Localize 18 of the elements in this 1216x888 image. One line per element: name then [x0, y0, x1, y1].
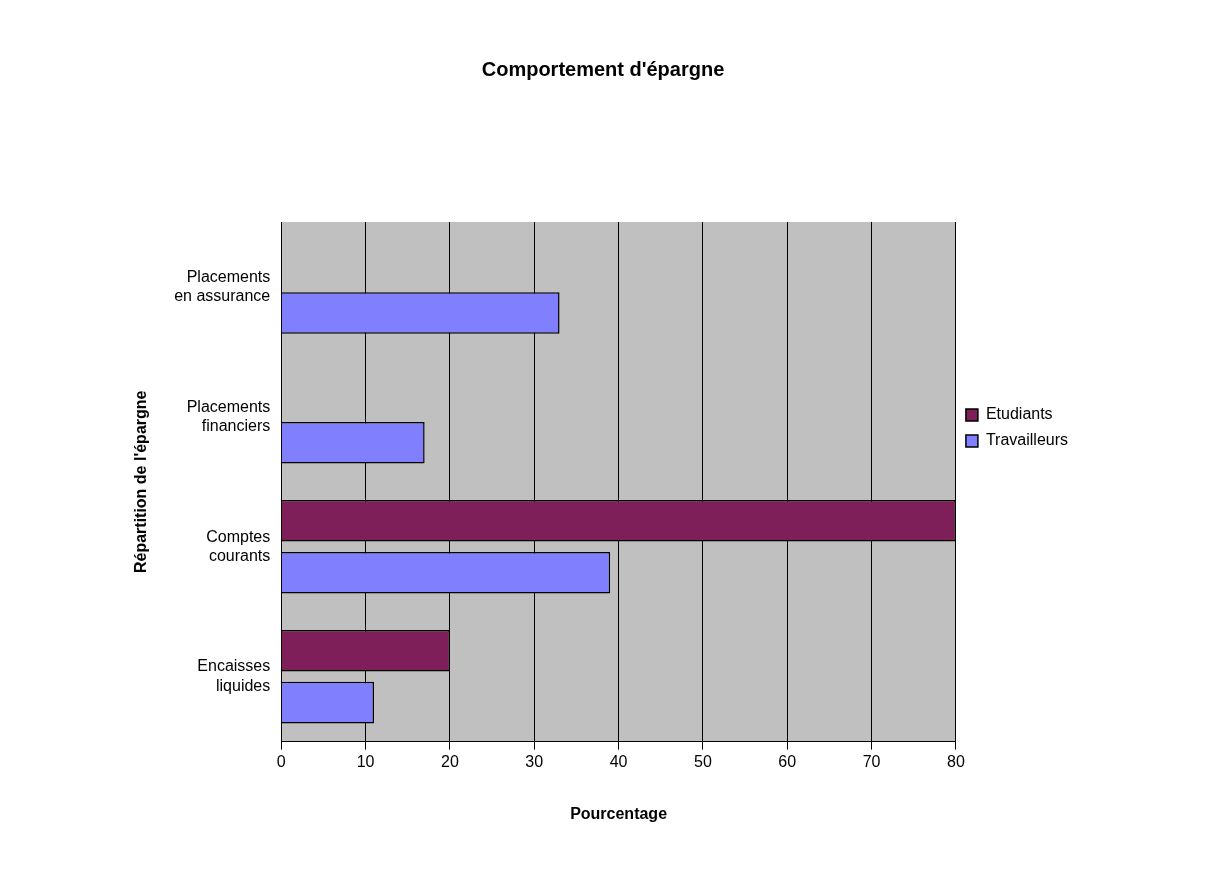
x-tick-label: 60: [778, 752, 797, 770]
x-tick-label: 40: [609, 752, 628, 770]
x-axis-title: Pourcentage: [570, 804, 668, 822]
y-tick-label: Placements en assurance: [174, 267, 271, 304]
x-tick-label: 0: [276, 752, 286, 770]
legend-label: Travailleurs: [985, 431, 1068, 449]
chart-title: Comportement d'épargne: [481, 57, 725, 80]
y-tick-label: Encaisses liquides: [197, 657, 271, 694]
x-tick-label: 10: [356, 752, 375, 770]
x-tick-label: 80: [947, 752, 965, 770]
y-tick-label: Comptes courants: [206, 527, 271, 564]
x-tick-label: 50: [694, 752, 712, 770]
legend-label: Etudiants: [985, 405, 1053, 423]
x-tick-label: 70: [862, 752, 881, 770]
x-tick-label: 20: [441, 752, 459, 770]
y-tick-label: Placements financiers: [186, 397, 271, 434]
y-axis-title: Répartition de l'épargne: [132, 390, 150, 574]
x-tick-label: 30: [525, 752, 544, 770]
